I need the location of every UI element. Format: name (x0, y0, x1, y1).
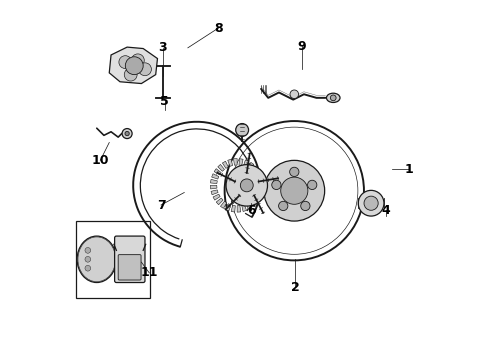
Text: 5: 5 (160, 95, 169, 108)
Circle shape (330, 95, 336, 101)
FancyBboxPatch shape (118, 255, 141, 280)
Polygon shape (211, 190, 218, 195)
Polygon shape (109, 47, 157, 84)
Text: 10: 10 (92, 154, 109, 167)
Circle shape (226, 165, 268, 206)
Circle shape (264, 160, 325, 221)
Polygon shape (220, 201, 227, 208)
Polygon shape (253, 196, 260, 202)
Polygon shape (222, 161, 228, 168)
Circle shape (119, 56, 132, 68)
Circle shape (122, 129, 132, 139)
Polygon shape (212, 174, 219, 179)
Polygon shape (255, 192, 263, 197)
Polygon shape (211, 179, 217, 184)
Ellipse shape (77, 236, 117, 283)
Circle shape (290, 90, 298, 99)
Circle shape (125, 57, 143, 75)
Circle shape (124, 68, 137, 81)
Circle shape (279, 201, 288, 211)
Polygon shape (246, 202, 252, 210)
Text: 6: 6 (247, 204, 256, 217)
Circle shape (290, 167, 299, 176)
Circle shape (358, 190, 384, 216)
Polygon shape (231, 205, 235, 212)
Text: 3: 3 (159, 41, 167, 54)
Circle shape (131, 54, 144, 67)
Polygon shape (254, 171, 261, 176)
Circle shape (85, 265, 91, 271)
Polygon shape (234, 158, 237, 165)
Polygon shape (247, 162, 254, 170)
Circle shape (272, 180, 281, 190)
Polygon shape (237, 206, 241, 212)
Circle shape (85, 256, 91, 262)
Polygon shape (257, 182, 264, 185)
Circle shape (139, 63, 151, 76)
Polygon shape (256, 176, 263, 181)
Polygon shape (216, 198, 223, 205)
Polygon shape (257, 187, 264, 191)
Polygon shape (210, 185, 217, 189)
Polygon shape (239, 159, 243, 166)
Circle shape (236, 123, 248, 136)
Polygon shape (218, 165, 224, 171)
Text: 9: 9 (298, 40, 306, 53)
Circle shape (241, 179, 253, 192)
Polygon shape (250, 199, 256, 206)
Circle shape (308, 180, 317, 190)
Text: 2: 2 (291, 281, 299, 294)
Polygon shape (228, 159, 233, 166)
Text: 8: 8 (214, 22, 222, 35)
Circle shape (85, 248, 91, 253)
Polygon shape (225, 204, 231, 211)
Polygon shape (251, 166, 258, 173)
FancyBboxPatch shape (115, 236, 145, 283)
Circle shape (125, 131, 129, 136)
Circle shape (364, 196, 378, 210)
Text: 11: 11 (141, 266, 158, 279)
Text: 1: 1 (405, 163, 414, 176)
Text: 4: 4 (382, 204, 391, 217)
Text: 7: 7 (157, 198, 166, 212)
Circle shape (281, 177, 308, 204)
Polygon shape (244, 160, 249, 167)
Ellipse shape (326, 93, 340, 103)
Bar (76, 221, 150, 298)
Polygon shape (214, 168, 221, 175)
Polygon shape (242, 204, 246, 211)
Circle shape (301, 201, 310, 211)
Polygon shape (213, 194, 220, 200)
